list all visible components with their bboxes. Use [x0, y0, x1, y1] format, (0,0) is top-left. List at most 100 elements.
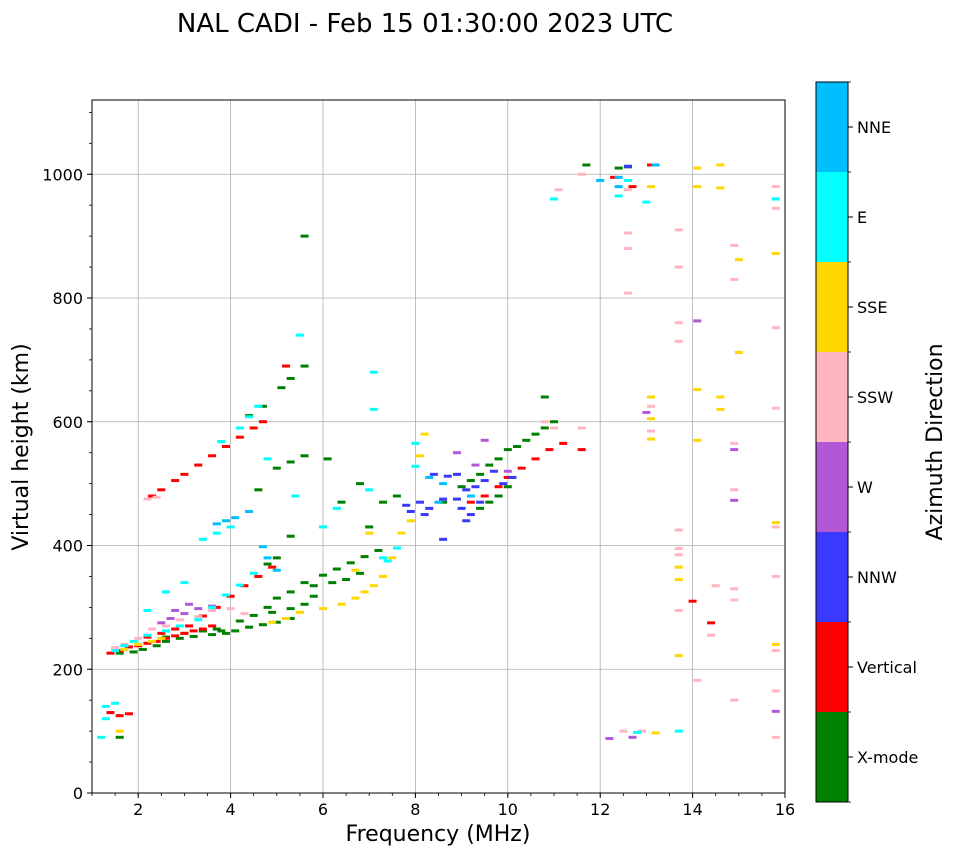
data-point: [554, 188, 563, 192]
data-point: [342, 578, 351, 582]
data-point: [300, 234, 309, 238]
data-point: [208, 624, 217, 628]
data-point: [272, 596, 281, 600]
data-point: [272, 620, 281, 624]
data-point: [452, 472, 461, 476]
data-point: [614, 175, 623, 179]
data-point: [249, 426, 258, 430]
data-point: [143, 633, 152, 637]
data-point: [457, 506, 466, 510]
data-point: [351, 568, 360, 572]
x-tick-label: 10: [498, 800, 518, 819]
data-point: [466, 500, 475, 504]
data-point: [730, 698, 739, 702]
series-sse: [115, 163, 780, 735]
colorbar-segment: [816, 532, 848, 622]
data-point: [559, 441, 568, 445]
data-point: [171, 627, 180, 631]
series-e: [97, 178, 780, 739]
data-point: [439, 500, 448, 504]
data-point: [194, 615, 203, 619]
data-point: [674, 265, 683, 269]
data-point: [508, 475, 517, 479]
data-point: [642, 200, 651, 204]
data-point: [466, 479, 475, 483]
data-point: [360, 555, 369, 559]
data-point: [351, 596, 360, 600]
y-axis-label: Virtual height (km): [9, 343, 34, 550]
data-point: [175, 624, 184, 628]
data-point: [180, 472, 189, 476]
data-point: [379, 574, 388, 578]
data-point: [115, 735, 124, 739]
data-point: [212, 522, 221, 526]
data-point: [489, 469, 498, 473]
data-point: [392, 494, 401, 498]
data-point: [124, 712, 133, 716]
data-point: [212, 627, 221, 631]
data-point: [730, 488, 739, 492]
data-point: [642, 410, 651, 414]
data-point: [651, 163, 660, 167]
plot-area: [92, 100, 785, 793]
data-point: [476, 472, 485, 476]
data-point: [577, 448, 586, 452]
data-point: [97, 735, 106, 739]
data-point: [134, 643, 143, 646]
data-point: [249, 571, 258, 575]
data-point: [208, 454, 217, 458]
data-point: [120, 647, 129, 651]
data-point: [152, 639, 161, 643]
data-point: [452, 451, 461, 455]
data-point: [693, 319, 702, 323]
data-point: [425, 506, 434, 510]
data-point: [674, 553, 683, 557]
data-point: [231, 629, 240, 633]
data-point: [360, 590, 369, 594]
colorbar-segment: [816, 622, 848, 712]
data-point: [319, 607, 327, 611]
data-point: [106, 651, 115, 655]
data-point: [129, 639, 138, 643]
data-point: [411, 441, 420, 445]
data-point: [771, 649, 780, 653]
x-tick-label: 14: [682, 800, 702, 819]
data-point: [730, 243, 739, 247]
data-point: [647, 395, 656, 399]
data-point: [674, 565, 683, 569]
data-point: [716, 395, 725, 399]
grid-lines: [92, 100, 785, 793]
data-point: [124, 645, 133, 649]
data-point: [337, 500, 346, 504]
data-point: [286, 590, 295, 594]
data-point: [254, 488, 263, 492]
data-point: [406, 519, 415, 523]
x-tick-label: 2: [133, 800, 143, 819]
data-point: [134, 636, 143, 640]
data-point: [171, 479, 180, 483]
data-point: [365, 531, 374, 535]
y-tick-label: 200: [52, 660, 83, 679]
data-point: [166, 617, 175, 621]
data-point: [420, 513, 429, 517]
colorbar-segment: [816, 82, 848, 172]
data-point: [295, 333, 304, 337]
data-point: [231, 516, 240, 520]
data-point: [148, 639, 157, 643]
colorbar-category-label: SSE: [857, 298, 887, 317]
data-point: [499, 482, 508, 486]
data-point: [693, 438, 702, 442]
data-point: [540, 395, 549, 399]
data-point: [217, 629, 226, 633]
data-point: [623, 247, 632, 250]
data-point: [148, 494, 157, 498]
data-point: [369, 584, 378, 588]
y-tick-label: 800: [52, 289, 83, 308]
data-point: [707, 633, 716, 637]
data-point: [674, 729, 683, 733]
data-point: [282, 617, 291, 621]
data-point: [332, 567, 341, 571]
data-point: [365, 525, 374, 529]
data-point: [272, 556, 281, 560]
data-point: [693, 388, 702, 392]
